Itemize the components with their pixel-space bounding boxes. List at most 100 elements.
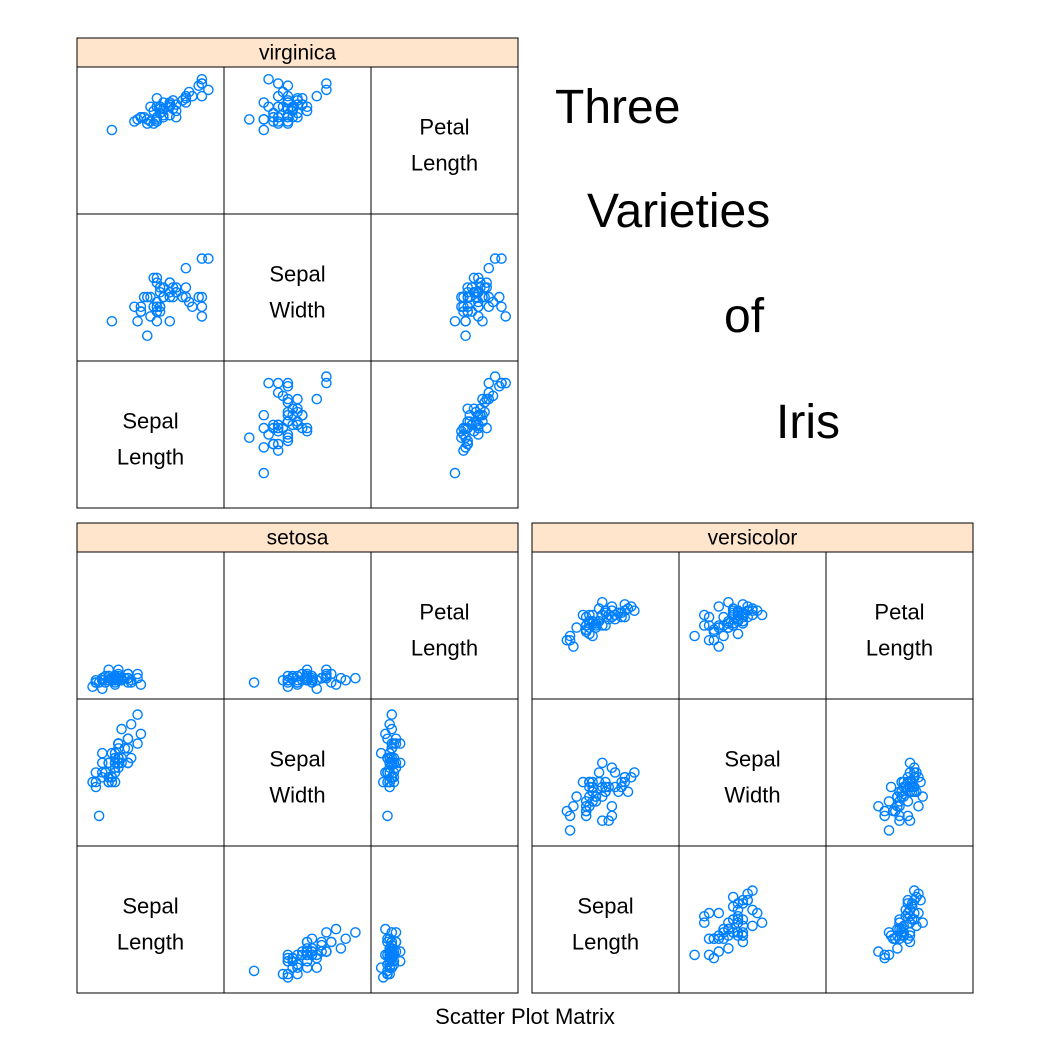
data-point bbox=[883, 949, 895, 961]
data-point bbox=[580, 801, 592, 812]
data-point bbox=[164, 277, 176, 289]
data-point bbox=[282, 972, 294, 983]
data-point bbox=[723, 597, 734, 608]
cell-virginica-r0-c0 bbox=[76, 66, 225, 215]
data-point bbox=[282, 416, 294, 427]
variable-label-Sepal.Length: Sepal Length bbox=[117, 894, 184, 955]
data-point bbox=[145, 311, 156, 322]
data-point bbox=[462, 438, 474, 450]
x-axis-label: Scatter Plot Matrix bbox=[435, 1004, 615, 1029]
data-point bbox=[335, 672, 347, 684]
data-point bbox=[496, 377, 507, 389]
cell-frame bbox=[370, 213, 519, 362]
data-point bbox=[703, 907, 715, 919]
data-point bbox=[394, 738, 406, 749]
data-point bbox=[619, 599, 631, 610]
data-point bbox=[713, 907, 725, 919]
cell-setosa-r2-c1 bbox=[223, 845, 372, 994]
data-point bbox=[493, 291, 505, 303]
cell-setosa-r1-c2 bbox=[370, 698, 519, 847]
data-point bbox=[292, 393, 303, 405]
data-point bbox=[151, 301, 163, 313]
data-point bbox=[282, 956, 294, 967]
data-point bbox=[258, 442, 270, 453]
data-point bbox=[460, 330, 471, 342]
data-point bbox=[462, 306, 474, 317]
cell-frame bbox=[370, 845, 519, 994]
data-point bbox=[713, 641, 725, 652]
data-point bbox=[306, 933, 318, 945]
cell-frame bbox=[223, 698, 372, 847]
data-point bbox=[622, 786, 634, 798]
data-point bbox=[193, 80, 204, 91]
data-point bbox=[915, 894, 926, 906]
data-point bbox=[568, 801, 579, 812]
data-point bbox=[606, 810, 618, 822]
data-point bbox=[97, 767, 108, 778]
data-point bbox=[292, 949, 303, 961]
data-point bbox=[382, 752, 393, 764]
variable-label-line: Sepal bbox=[122, 409, 178, 434]
data-point bbox=[109, 675, 121, 686]
data-point bbox=[756, 609, 768, 621]
cell-versicolor-r0-c0 bbox=[531, 551, 680, 700]
data-point bbox=[747, 603, 758, 614]
data-point bbox=[129, 116, 140, 127]
data-point bbox=[584, 616, 595, 627]
data-point bbox=[196, 311, 208, 322]
cell-frame bbox=[223, 845, 372, 994]
data-point bbox=[272, 78, 284, 89]
data-point bbox=[258, 114, 270, 125]
variable-label-line: Sepal bbox=[577, 894, 633, 919]
data-point bbox=[375, 962, 387, 974]
data-point bbox=[154, 282, 166, 293]
data-point bbox=[292, 962, 303, 974]
data-point bbox=[462, 286, 474, 298]
data-point bbox=[301, 425, 313, 437]
data-point bbox=[737, 616, 749, 627]
data-point bbox=[316, 939, 327, 951]
data-point bbox=[384, 719, 396, 730]
data-point bbox=[119, 672, 131, 684]
data-point bbox=[106, 124, 118, 136]
cell-frame bbox=[370, 66, 519, 215]
data-point bbox=[500, 311, 512, 322]
data-point bbox=[138, 291, 150, 303]
data-point bbox=[93, 810, 105, 822]
data-point bbox=[883, 825, 895, 836]
data-point bbox=[597, 757, 608, 769]
data-point bbox=[388, 738, 400, 749]
data-point bbox=[703, 635, 715, 646]
data-point bbox=[699, 620, 710, 631]
cell-versicolor-r0-c2: Petal Length bbox=[825, 551, 974, 700]
data-point bbox=[904, 815, 916, 827]
data-point bbox=[292, 675, 303, 686]
data-point bbox=[483, 262, 495, 274]
cell-frame bbox=[531, 845, 680, 994]
cell-versicolor-r1-c2 bbox=[825, 698, 974, 847]
data-point bbox=[282, 112, 294, 123]
data-point bbox=[116, 723, 127, 735]
variable-label-line: Width bbox=[724, 783, 780, 808]
data-point bbox=[258, 422, 270, 434]
variable-label-Sepal.Length: Sepal Length bbox=[117, 409, 184, 470]
variable-label-line: Sepal bbox=[122, 894, 178, 919]
data-point bbox=[475, 409, 486, 421]
data-point bbox=[597, 815, 608, 827]
data-point bbox=[460, 315, 471, 327]
data-point bbox=[564, 630, 576, 642]
data-point bbox=[377, 776, 389, 788]
data-point bbox=[316, 672, 327, 684]
data-point bbox=[282, 393, 294, 405]
data-point bbox=[462, 403, 474, 415]
variable-label-Sepal.Width: Sepal Width bbox=[269, 747, 325, 808]
data-point bbox=[879, 949, 891, 961]
data-point bbox=[132, 709, 143, 720]
data-point bbox=[900, 904, 912, 916]
data-point bbox=[282, 432, 294, 444]
data-point bbox=[382, 965, 393, 977]
data-point bbox=[258, 124, 270, 136]
data-point bbox=[464, 416, 476, 427]
data-point bbox=[193, 291, 204, 303]
data-point bbox=[311, 393, 323, 405]
